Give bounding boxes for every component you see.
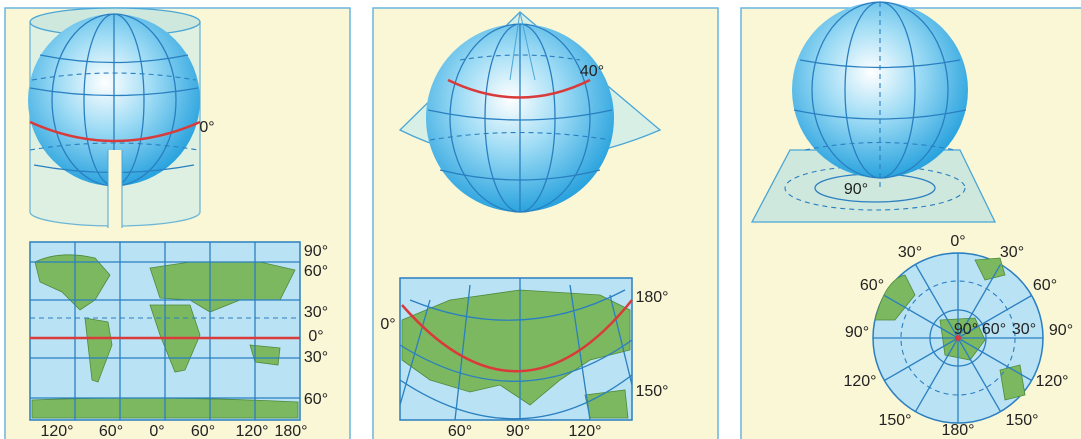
map-bottom-label: 60° [191,423,215,439]
map-bottom-label: 120° [235,423,268,439]
conic-map [399,277,633,421]
map-bottom-label: 0° [149,423,164,439]
map-bottom-label: 60° [982,321,1006,338]
map-bottom-label: 60° [99,423,123,439]
meridian [914,337,959,412]
mercator-map [29,241,301,421]
map-bottom-label: 180° [274,423,307,439]
azimuthal-globe [750,1,997,223]
map-side-label: 90° [1049,322,1073,339]
map-side-label: 30° [1000,244,1024,261]
map-bottom-label: 90° [954,321,978,338]
globe-label: 0° [199,119,214,136]
map-side-label: 60° [304,263,328,280]
map-side-label: 30° [304,304,328,321]
map-side-label: 120° [1035,373,1068,390]
globe-label: 90° [844,181,868,198]
map-bottom-label: 60° [448,423,472,439]
meridian [914,264,959,339]
map-side-label: 150° [878,412,911,429]
map-side-label: 0° [308,328,323,345]
map-side-label: 90° [304,243,328,260]
meridian [957,264,1002,339]
map-side-label: 30° [898,244,922,261]
map-side-label: 60° [860,277,884,294]
map-side-label: 0° [950,233,965,250]
polar-map [872,252,1044,424]
meridian [884,337,959,382]
map-side-label: 90° [845,324,869,341]
map-side-label: 180° [635,289,668,306]
map-side-label: 120° [843,373,876,390]
map-side-label: 30° [304,349,328,366]
globe-label: 40° [580,63,604,80]
map-side-label: 150° [635,383,668,400]
map-side-label: 150° [1005,412,1038,429]
map-bottom-label: 120° [568,423,601,439]
map-bottom-label: 90° [506,423,530,439]
meridian [957,337,1032,382]
conic-globe [398,11,662,213]
map-side-label: 180° [941,422,974,439]
meridian [957,294,1032,339]
map-side-label: 60° [1033,277,1057,294]
map-side-label: 0° [380,316,395,333]
map-bottom-label: 120° [40,423,73,439]
meridian [884,294,959,339]
meridian [957,337,1002,412]
map-side-label: 60° [304,391,328,408]
map-bottom-label: 30° [1012,321,1036,338]
cylindrical-globe [28,7,201,230]
